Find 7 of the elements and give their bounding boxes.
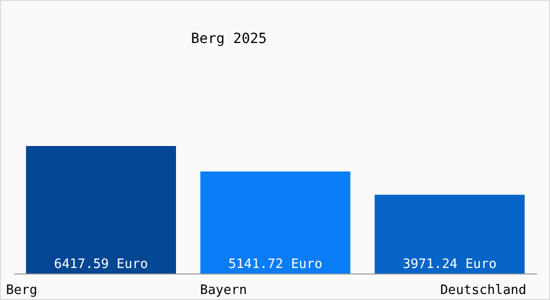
- x-tick-label: Bayern: [200, 283, 247, 298]
- data-label: 3971.24 Euro: [402, 257, 497, 272]
- x-tick-label: Deutschland: [440, 283, 526, 298]
- data-label: 6417.59 Euro: [54, 257, 148, 272]
- chart-title: Berg 2025: [191, 31, 267, 47]
- data-label: 5141.72 Euro: [228, 257, 322, 272]
- x-tick-label: Berg: [6, 283, 38, 298]
